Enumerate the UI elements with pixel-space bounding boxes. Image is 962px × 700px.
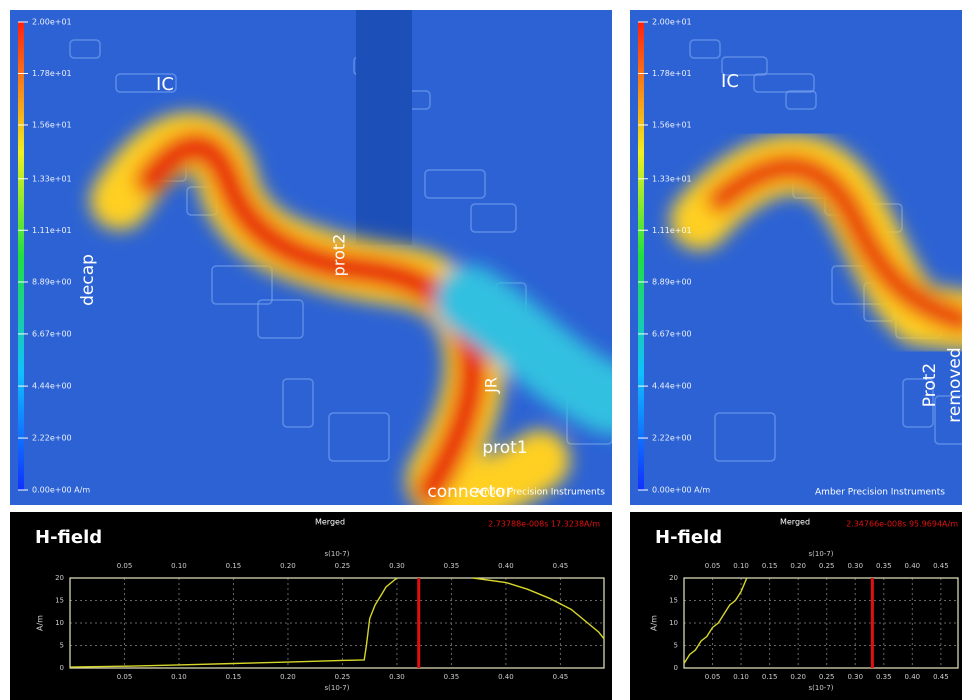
x-tick-label: 0.15 xyxy=(762,673,778,681)
colorbar xyxy=(18,22,24,490)
colorbar-label: 1.33e+01 xyxy=(652,174,692,183)
x-tick-label: 0.30 xyxy=(847,562,863,570)
y-tick-label: 5 xyxy=(674,642,678,650)
annotation: prot1 xyxy=(482,438,527,458)
annotation: prot2 xyxy=(330,234,349,277)
colorbar-label: 8.89e+00 xyxy=(652,277,692,286)
cursor-readout: 2.73788e-008s 17.3238A/m xyxy=(488,520,600,529)
y-tick-label: 15 xyxy=(55,597,64,605)
x-tick-label: 0.25 xyxy=(819,562,835,570)
x-tick-label: 0.40 xyxy=(498,673,514,681)
colorbar-label: 2.00e+01 xyxy=(32,18,72,27)
x-tick-label: 0.10 xyxy=(171,562,187,570)
x-axis-label: s(10-7) xyxy=(809,550,834,558)
y-axis-label: A/m xyxy=(36,615,45,631)
x-tick-label: 0.40 xyxy=(498,562,514,570)
chart-subtitle: Merged xyxy=(315,518,345,527)
colorbar-label: 1.78e+01 xyxy=(32,69,72,78)
annotation: removed xyxy=(945,347,962,422)
colorbar-label: 2.22e+00 xyxy=(32,434,72,443)
y-tick-label: 5 xyxy=(60,642,64,650)
x-tick-label: 0.20 xyxy=(280,673,296,681)
x-tick-label: 0.45 xyxy=(553,673,569,681)
x-tick-label: 0.40 xyxy=(905,673,921,681)
x-tick-label: 0.05 xyxy=(705,673,721,681)
chart-subtitle: Merged xyxy=(780,518,810,527)
annotation: IC xyxy=(156,74,174,95)
annotation: IC xyxy=(721,71,739,92)
colorbar-label: 1.11e+01 xyxy=(32,226,72,235)
x-tick-label: 0.10 xyxy=(733,673,749,681)
x-axis-label: s(10-7) xyxy=(325,550,350,558)
annotation: Prot2 xyxy=(920,363,940,407)
y-tick-label: 20 xyxy=(669,574,678,582)
annotation: Amber Precision Instruments xyxy=(815,488,945,498)
heatmap-panel xyxy=(10,10,612,505)
cursor-readout: 2.34766e-008s 95.9694A/m xyxy=(846,520,958,529)
colorbar-label: 6.67e+00 xyxy=(652,329,692,338)
chart-title: H-field xyxy=(35,527,102,548)
x-tick-label: 0.15 xyxy=(226,562,242,570)
colorbar-label: 8.89e+00 xyxy=(32,277,72,286)
colorbar-label: 0.00e+00 A/m xyxy=(652,486,710,495)
colorbar-label: 1.11e+01 xyxy=(652,226,692,235)
annotation: Amber Precision Instruments xyxy=(475,488,605,498)
x-axis-label: s(10-7) xyxy=(809,684,834,692)
x-tick-label: 0.40 xyxy=(905,562,921,570)
colorbar xyxy=(638,22,644,490)
x-tick-label: 0.25 xyxy=(335,562,351,570)
colorbar-label: 1.56e+01 xyxy=(652,120,692,129)
x-axis-label: s(10-7) xyxy=(325,684,350,692)
x-tick-label: 0.30 xyxy=(389,562,405,570)
x-tick-label: 0.10 xyxy=(171,673,187,681)
x-tick-label: 0.20 xyxy=(790,562,806,570)
x-tick-label: 0.20 xyxy=(790,673,806,681)
x-tick-label: 0.20 xyxy=(280,562,296,570)
x-tick-label: 0.25 xyxy=(335,673,351,681)
colorbar-label: 1.56e+01 xyxy=(32,120,72,129)
y-tick-label: 10 xyxy=(55,619,64,627)
chart-title: H-field xyxy=(655,527,722,548)
y-tick-label: 20 xyxy=(55,574,64,582)
x-tick-label: 0.05 xyxy=(117,673,133,681)
x-tick-label: 0.30 xyxy=(389,673,405,681)
x-tick-label: 0.45 xyxy=(553,562,569,570)
x-tick-label: 0.30 xyxy=(847,673,863,681)
y-tick-label: 0 xyxy=(674,664,678,672)
colorbar-label: 4.44e+00 xyxy=(32,382,72,391)
colorbar-label: 2.00e+01 xyxy=(652,18,692,27)
x-tick-label: 0.10 xyxy=(733,562,749,570)
y-tick-label: 15 xyxy=(669,597,678,605)
colorbar-label: 2.22e+00 xyxy=(652,434,692,443)
colorbar-label: 6.67e+00 xyxy=(32,329,72,338)
x-tick-label: 0.35 xyxy=(444,673,460,681)
figure: 0.00e+00 A/m 2.22e+00 4.44e+00 6.67e+00 8.89… xyxy=(0,0,962,700)
x-tick-label: 0.05 xyxy=(705,562,721,570)
colorbar-label: 1.78e+01 xyxy=(652,69,692,78)
x-tick-label: 0.35 xyxy=(444,562,460,570)
annotation: decap xyxy=(78,254,98,306)
y-tick-label: 10 xyxy=(669,619,678,627)
colorbar-label: 0.00e+00 A/m xyxy=(32,486,90,495)
x-tick-label: 0.25 xyxy=(819,673,835,681)
y-axis-label: A/m xyxy=(650,615,659,631)
shield xyxy=(356,10,412,245)
x-tick-label: 0.15 xyxy=(226,673,242,681)
heatmap-panel xyxy=(630,10,962,505)
y-tick-label: 0 xyxy=(60,664,64,672)
x-tick-label: 0.35 xyxy=(876,673,892,681)
x-tick-label: 0.05 xyxy=(117,562,133,570)
x-tick-label: 0.15 xyxy=(762,562,778,570)
colorbar-label: 1.33e+01 xyxy=(32,174,72,183)
annotation: JR xyxy=(482,377,501,394)
x-tick-label: 0.45 xyxy=(933,562,949,570)
x-tick-label: 0.45 xyxy=(933,673,949,681)
x-tick-label: 0.35 xyxy=(876,562,892,570)
colorbar-label: 4.44e+00 xyxy=(652,382,692,391)
